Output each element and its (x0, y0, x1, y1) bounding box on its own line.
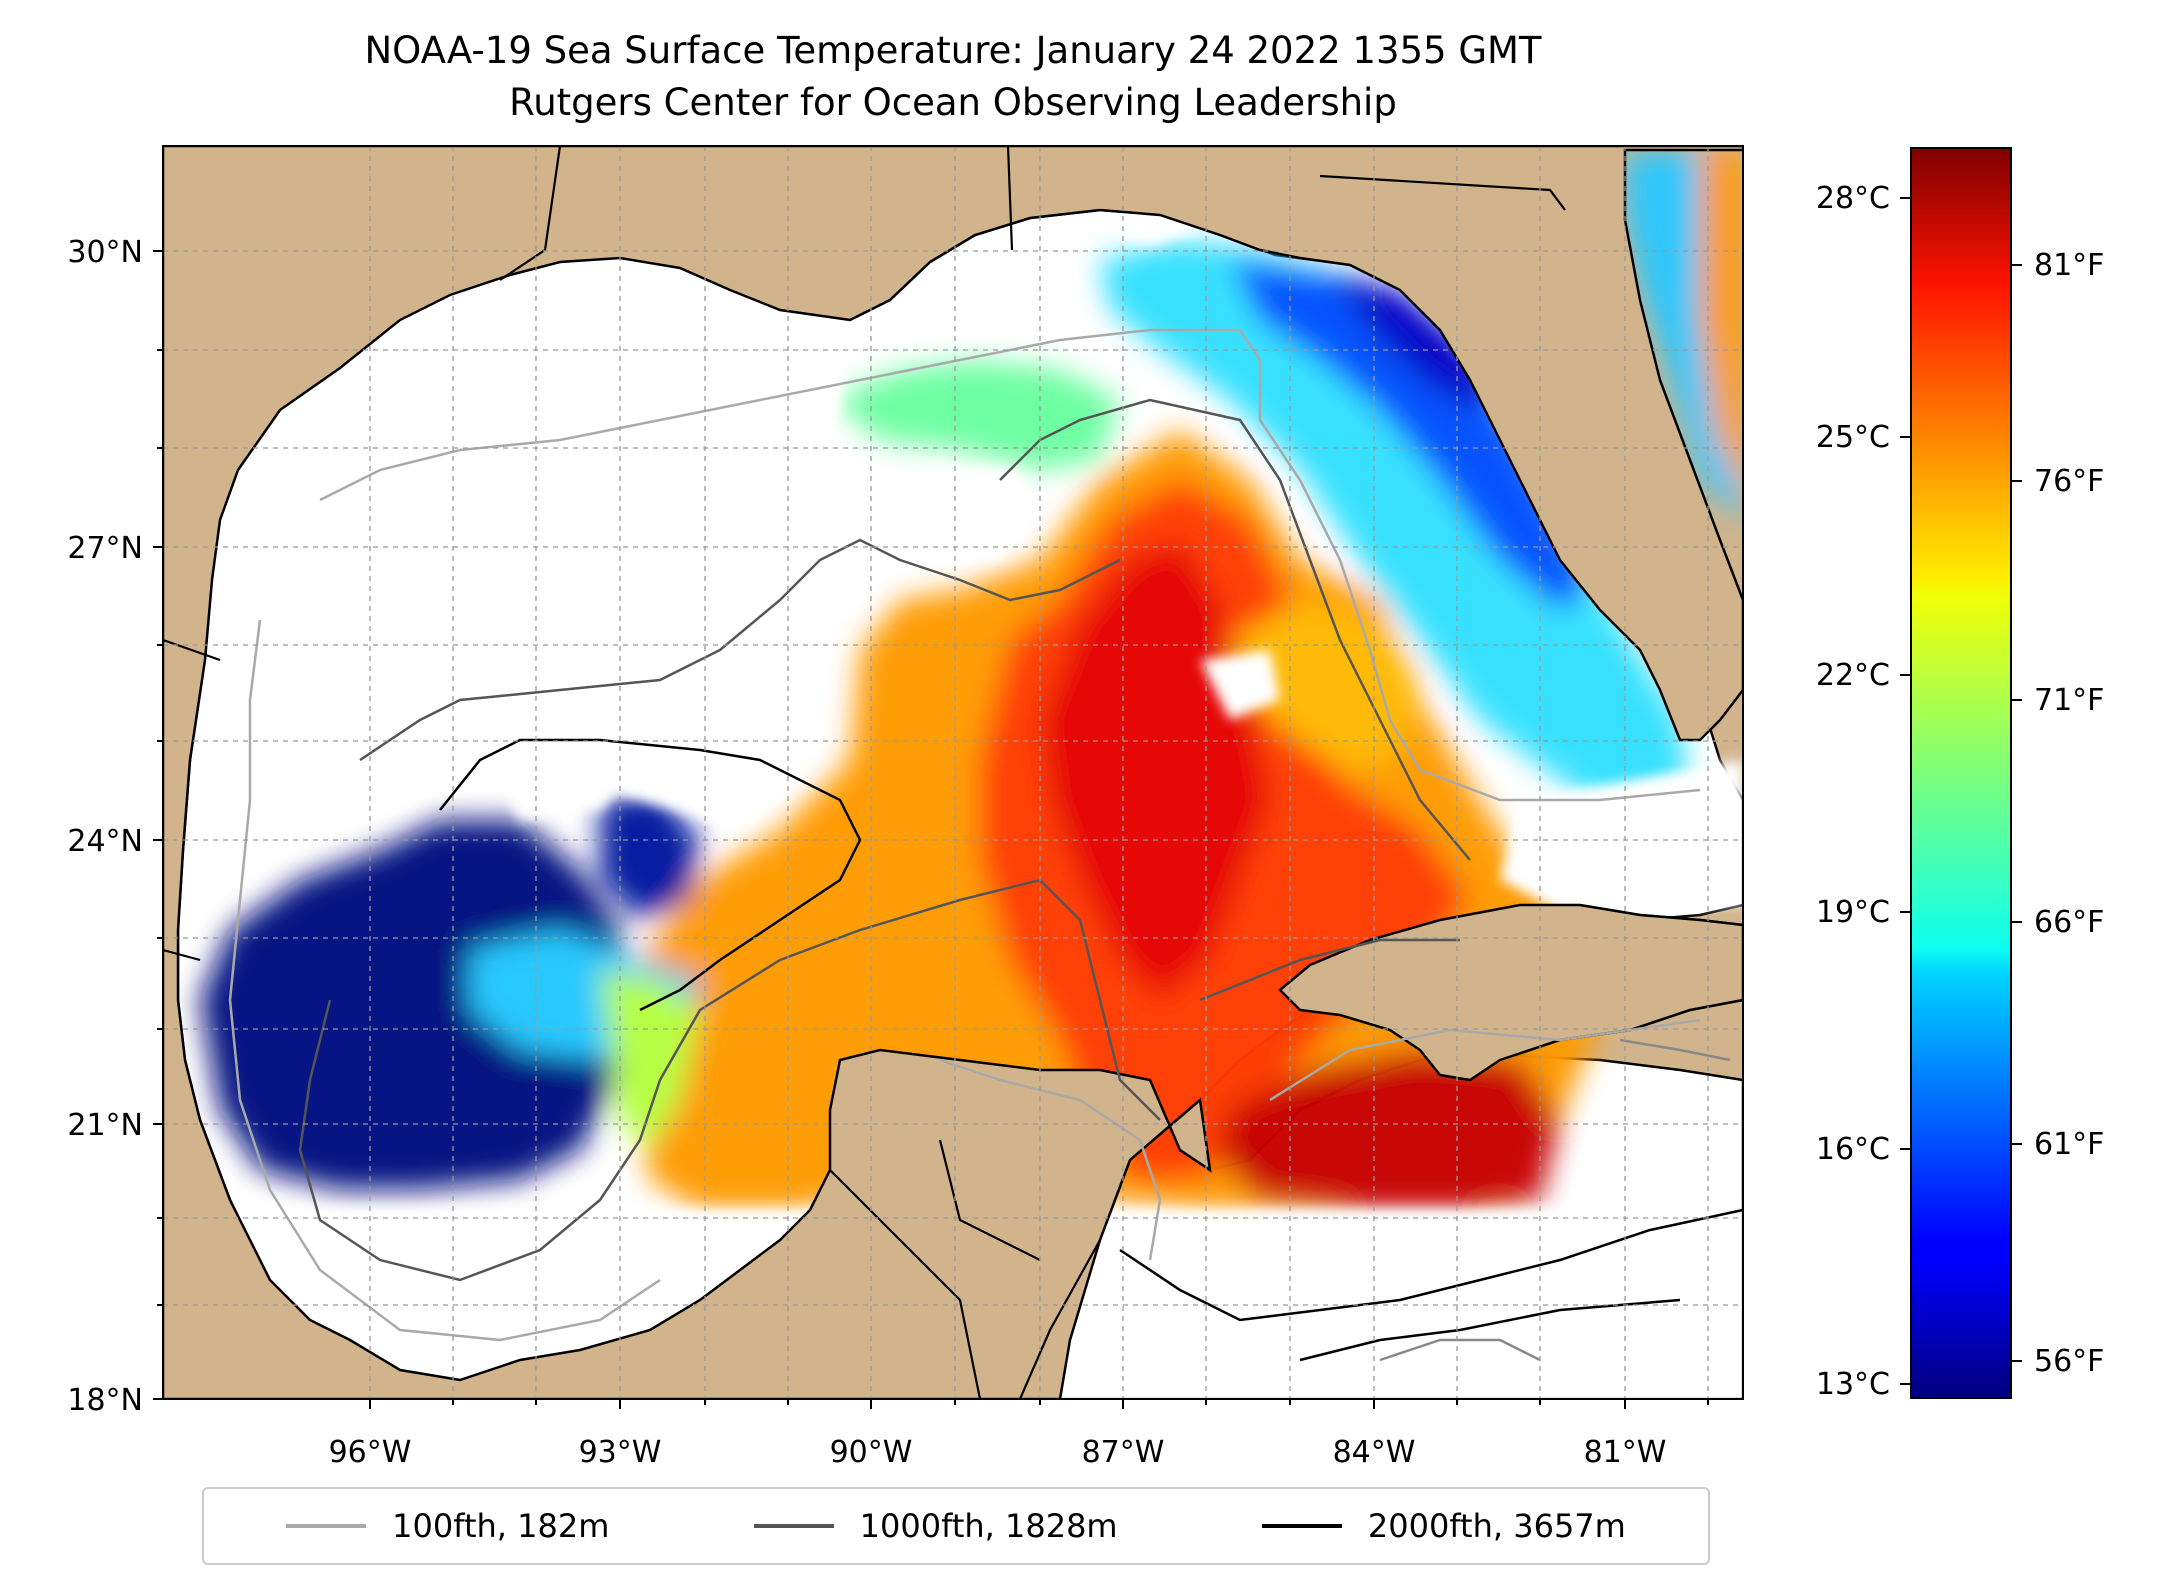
legend-item-2000fth: 2000fth, 3657m (1261, 1507, 1626, 1545)
lat-tick-label: 30°N (67, 235, 143, 270)
legend-line-100fth (286, 1524, 367, 1528)
fahrenheit-tick-label: 61°F (2034, 1127, 2104, 1162)
celsius-tick-label: 22°C (1816, 658, 1890, 693)
map-frame (162, 145, 1744, 1400)
celsius-tick-label: 19°C (1816, 895, 1890, 930)
fahrenheit-tick-label: 81°F (2034, 248, 2104, 283)
colorbar-gradient (1910, 147, 2012, 1399)
chart-subtitle: Rutgers Center for Ocean Observing Leade… (509, 81, 1397, 124)
axis-tick-marks (153, 250, 1709, 1409)
chart-title: NOAA-19 Sea Surface Temperature: January… (364, 29, 1542, 72)
celsius-tick-label: 13°C (1816, 1367, 1890, 1402)
bathymetry-contours (228, 328, 1743, 1362)
coastline-land (163, 146, 1743, 1399)
lon-tick-label: 87°W (1082, 1435, 1165, 1470)
lon-tick-label: 81°W (1584, 1435, 1667, 1470)
map-panel (163, 146, 1743, 1399)
fahrenheit-tick-label: 56°F (2034, 1344, 2104, 1379)
legend-line-2000fth (1261, 1524, 1342, 1528)
latitude-tick-labels: 18°N 21°N 24°N 27°N 30°N (67, 235, 143, 1418)
longitude-tick-labels: 96°W 93°W 90°W 87°W 84°W 81°W (329, 1435, 1667, 1470)
contour-legend: 100fth, 182m 1000fth, 1828m 2000fth, 365… (202, 1487, 1710, 1565)
fahrenheit-tick-label: 76°F (2034, 464, 2104, 499)
lon-tick-label: 84°W (1333, 1435, 1416, 1470)
map-gridlines (163, 146, 1743, 1399)
colorbar: 28°C 25°C 22°C 19°C 16°C 13°C 81°F 76°F … (1816, 147, 2104, 1402)
legend-item-1000fth: 1000fth, 1828m (753, 1507, 1118, 1545)
legend-item-100fth: 100fth, 182m (286, 1507, 609, 1545)
legend-label: 1000fth, 1828m (859, 1507, 1118, 1545)
fahrenheit-tick-label: 71°F (2034, 683, 2104, 718)
lat-tick-label: 27°N (67, 531, 143, 566)
legend-label: 2000fth, 3657m (1367, 1507, 1626, 1545)
lat-tick-label: 24°N (67, 824, 143, 859)
political-borders (163, 146, 1566, 1399)
celsius-tick-label: 28°C (1816, 181, 1890, 216)
lon-tick-label: 90°W (830, 1435, 913, 1470)
fahrenheit-tick-label: 66°F (2034, 905, 2104, 940)
celsius-tick-label: 16°C (1816, 1132, 1890, 1167)
legend-line-1000fth (753, 1524, 834, 1528)
lat-tick-label: 21°N (67, 1108, 143, 1143)
lon-tick-label: 93°W (579, 1435, 662, 1470)
lon-tick-label: 96°W (329, 1435, 412, 1470)
celsius-tick-label: 25°C (1816, 420, 1890, 455)
lat-tick-label: 18°N (67, 1383, 143, 1418)
legend-label: 100fth, 182m (392, 1507, 610, 1545)
